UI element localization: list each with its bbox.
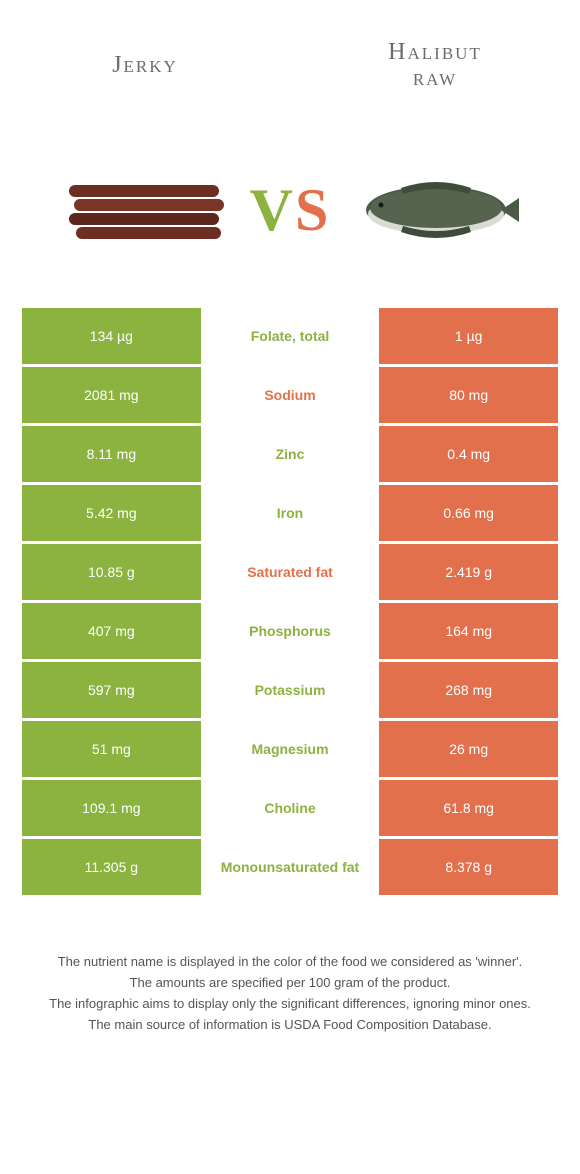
cell-right: 2.419 g <box>379 544 558 600</box>
table-row: 11.305 gMonounsaturated fat8.378 g <box>22 839 558 895</box>
halibut-image <box>336 170 526 250</box>
cell-left: 134 µg <box>22 308 201 364</box>
cell-nutrient: Phosphorus <box>201 603 380 659</box>
cell-nutrient: Choline <box>201 780 380 836</box>
cell-nutrient: Magnesium <box>201 721 380 777</box>
cell-nutrient: Potassium <box>201 662 380 718</box>
hero-row: VS <box>0 130 580 290</box>
cell-right: 26 mg <box>379 721 558 777</box>
footer-line-2: The amounts are specified per 100 gram o… <box>30 974 550 993</box>
footer-line-4: The main source of information is USDA F… <box>30 1016 550 1035</box>
cell-right: 164 mg <box>379 603 558 659</box>
cell-left: 407 mg <box>22 603 201 659</box>
cell-left: 8.11 mg <box>22 426 201 482</box>
title-right-line2: raw <box>413 65 457 91</box>
table-row: 597 mgPotassium268 mg <box>22 662 558 718</box>
cell-left: 2081 mg <box>22 367 201 423</box>
table-row: 2081 mgSodium80 mg <box>22 367 558 423</box>
table-row: 407 mgPhosphorus164 mg <box>22 603 558 659</box>
cell-nutrient: Saturated fat <box>201 544 380 600</box>
cell-left: 109.1 mg <box>22 780 201 836</box>
jerky-image <box>54 175 244 245</box>
cell-left: 5.42 mg <box>22 485 201 541</box>
vs-v: V <box>250 177 295 243</box>
title-left: Jerky <box>0 52 290 78</box>
vs-label: VS <box>244 176 337 245</box>
titles-row: Jerky Halibut raw <box>0 0 580 130</box>
title-right-line1: Halibut <box>388 39 482 65</box>
cell-left: 597 mg <box>22 662 201 718</box>
cell-right: 268 mg <box>379 662 558 718</box>
cell-nutrient: Zinc <box>201 426 380 482</box>
table-row: 8.11 mgZinc0.4 mg <box>22 426 558 482</box>
cell-left: 10.85 g <box>22 544 201 600</box>
cell-left: 11.305 g <box>22 839 201 895</box>
footer-notes: The nutrient name is displayed in the co… <box>0 898 580 1034</box>
cell-right: 0.4 mg <box>379 426 558 482</box>
table-row: 5.42 mgIron0.66 mg <box>22 485 558 541</box>
cell-right: 61.8 mg <box>379 780 558 836</box>
cell-right: 8.378 g <box>379 839 558 895</box>
cell-nutrient: Monounsaturated fat <box>201 839 380 895</box>
footer-line-1: The nutrient name is displayed in the co… <box>30 953 550 972</box>
cell-right: 0.66 mg <box>379 485 558 541</box>
cell-nutrient: Sodium <box>201 367 380 423</box>
table-row: 51 mgMagnesium26 mg <box>22 721 558 777</box>
cell-right: 80 mg <box>379 367 558 423</box>
title-right: Halibut raw <box>290 39 580 92</box>
table-row: 109.1 mgCholine61.8 mg <box>22 780 558 836</box>
cell-right: 1 µg <box>379 308 558 364</box>
table-row: 10.85 gSaturated fat2.419 g <box>22 544 558 600</box>
nutrient-table: 134 µgFolate, total1 µg2081 mgSodium80 m… <box>22 308 558 895</box>
cell-nutrient: Folate, total <box>201 308 380 364</box>
footer-line-3: The infographic aims to display only the… <box>30 995 550 1014</box>
table-row: 134 µgFolate, total1 µg <box>22 308 558 364</box>
cell-nutrient: Iron <box>201 485 380 541</box>
vs-s: S <box>295 177 330 243</box>
cell-left: 51 mg <box>22 721 201 777</box>
